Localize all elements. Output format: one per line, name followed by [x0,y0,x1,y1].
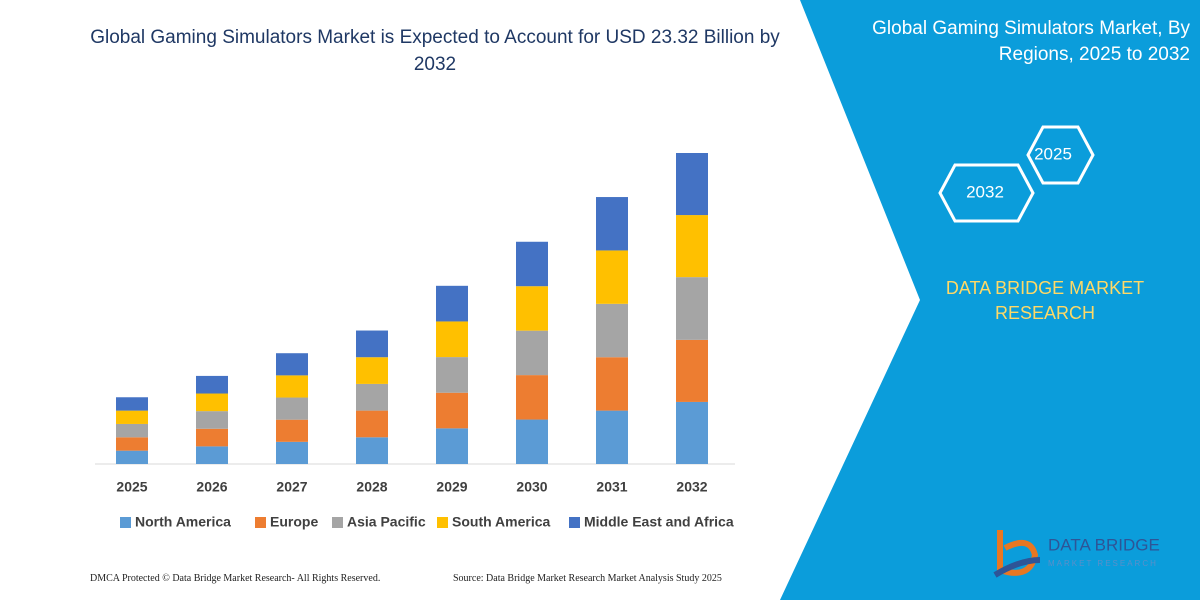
x-tick-label: 2030 [516,479,547,495]
bar-segment [676,339,708,402]
bar-segment [436,321,468,358]
bar-segment [516,375,548,420]
bar-segment [516,419,548,464]
x-tick-label: 2029 [436,479,467,495]
legend-label: South America [452,514,550,530]
bar-segment [516,286,548,331]
bar-segment [436,392,468,429]
bar-segment [516,241,548,287]
bar-segment [356,410,388,438]
panel-title: Global Gaming Simulators Market, By Regi… [872,18,1190,65]
bar-segment [676,401,708,464]
bar-segment [196,428,228,447]
bar-segment [196,411,228,429]
bar-segment [676,153,708,216]
x-tick-label: 2031 [596,479,627,495]
bar-segment [276,375,308,398]
legend-label: Europe [270,514,318,530]
bar-segment [196,393,228,412]
bar-segment [596,410,628,464]
bar-segment [116,437,148,451]
bar-segment [276,419,308,442]
bar-segment [596,303,628,358]
x-tick-label: 2028 [356,479,387,495]
bar-segment [436,285,468,322]
footer-left: DMCA Protected © Data Bridge Market Rese… [90,573,381,584]
x-tick-label: 2025 [116,479,147,495]
bar-segment [196,446,228,464]
x-tick-label: 2027 [276,479,307,495]
bar-segment [196,375,228,394]
bar-segment [276,441,308,464]
footer-right: Source: Data Bridge Market Research Mark… [453,573,722,584]
brand: DATA BRIDGE MARKET RESEARCH [945,278,1145,323]
legend-swatch [255,517,266,528]
bar-segment [356,383,388,411]
legend-label: Asia Pacific [347,514,426,530]
bar-segment [276,397,308,420]
bar-segment [596,357,628,411]
bar-segment [276,353,308,376]
bar-segment [436,428,468,464]
legend-swatch [569,517,580,528]
bar-segment [116,450,148,464]
side-panel [780,0,1200,600]
hexagon-label: 2025 [1034,144,1072,163]
logo-icon [993,557,1041,578]
legend-swatch [332,517,343,528]
legend-swatch [120,517,131,528]
x-tick-label: 2026 [196,479,227,495]
bar-segment [436,357,468,393]
legend-swatch [437,517,448,528]
bar-segment [116,423,148,438]
logo-tagline: MARKET RESEARCH [1048,559,1158,568]
hexagon [1026,125,1095,185]
bar-segment [676,277,708,340]
bar-segment [356,330,388,358]
bar-segment [116,410,148,424]
hexagon-label: 2032 [966,182,1004,201]
hexagon [938,163,1035,223]
bar-segment [356,437,388,464]
bar-segment [596,197,628,251]
logo-name: DATA BRIDGE [1048,535,1160,554]
bar-segment [116,397,148,411]
legend-label: North America [135,514,231,530]
x-tick-label: 2032 [676,479,707,495]
logo-icon [997,530,1039,576]
bar-segment [676,215,708,278]
chart-title: Global Gaming Simulators Market is Expec… [90,27,780,75]
bar-segment [516,330,548,376]
bar-segment [596,250,628,304]
bar-segment [356,357,388,384]
legend-label: Middle East and Africa [584,514,734,530]
